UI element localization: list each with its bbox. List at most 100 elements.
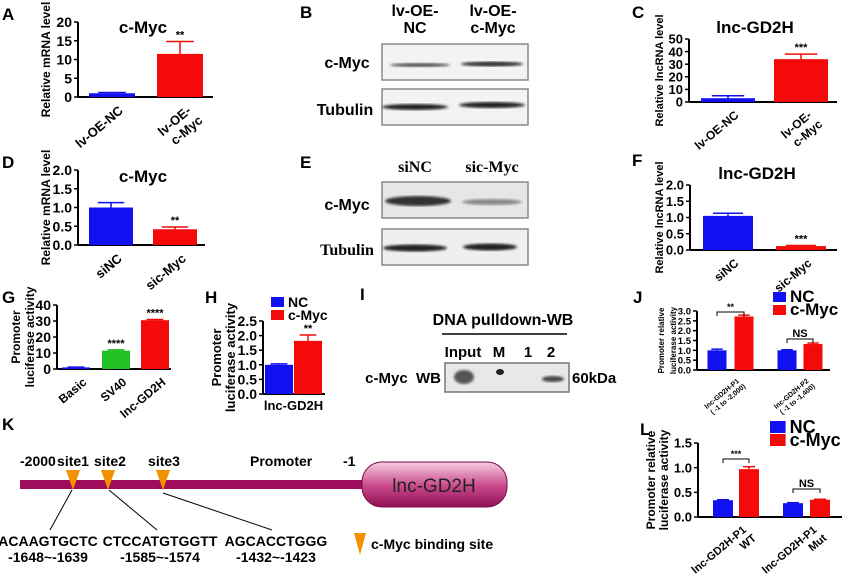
- significance-label: ***: [795, 233, 809, 245]
- y-axis-label: Promoter: [209, 329, 224, 387]
- x-tick-label: lnc-GD2H-P2( -1 to -1,400): [773, 377, 817, 417]
- y-tick-label: 1.0: [666, 210, 684, 225]
- lane-label: siNC: [398, 159, 432, 176]
- site-label: site3: [148, 453, 180, 469]
- blot-band: [454, 370, 474, 384]
- y-tick-label: 50: [669, 32, 683, 47]
- y-tick-label: 0.0: [674, 510, 692, 525]
- significance-label: **: [171, 215, 180, 227]
- y-tick-label: 0.5: [678, 356, 692, 367]
- y-tick-label: 40: [35, 297, 51, 313]
- x-tick-label: sic-Myc: [143, 251, 189, 293]
- blot-band: [390, 63, 450, 67]
- chart-title: lnc-GD2H: [716, 18, 793, 37]
- row-label: c-Myc: [324, 197, 369, 214]
- y-tick-label: 15: [56, 33, 72, 49]
- panel-label-d: D: [2, 153, 14, 172]
- blot-band: [385, 196, 451, 206]
- site-range: -1648~-1639: [8, 549, 88, 565]
- significance-label: ****: [107, 338, 125, 350]
- bar: [703, 215, 753, 250]
- lane-label: 2: [547, 344, 555, 361]
- legend-label: c-Myc binding site: [371, 536, 493, 552]
- bar-chart-a: c-Myc Relative mRNA level 0 5 10 15 20 lv-OE-NC…: [39, 2, 213, 151]
- legend-swatch: [773, 305, 786, 315]
- panel-label-b: B: [300, 3, 312, 22]
- y-axis-label: Promoter relative: [657, 307, 666, 373]
- bar: [153, 229, 197, 245]
- y-tick-label: 0.0: [53, 237, 73, 253]
- y-axis-label: Promoter relative: [644, 430, 658, 529]
- legend-binding-site-icon: [354, 533, 366, 555]
- significance-label: **: [727, 302, 735, 312]
- gene-box: [361, 461, 508, 508]
- panel-label-c: C: [632, 3, 644, 22]
- y-tick-label: 0: [43, 361, 51, 377]
- y-tick-label: 0.5: [53, 218, 73, 234]
- lane-label: 1: [524, 344, 532, 361]
- y-tick-label: 2.5: [238, 313, 258, 329]
- bar: [89, 207, 133, 245]
- y-tick-label: 10: [669, 82, 683, 97]
- y-tick-label: 10: [35, 345, 51, 361]
- lane-label: c-Myc: [470, 20, 515, 37]
- x-tick-label-line: lv-OE-NC: [692, 108, 742, 153]
- y-tick-label: 0.0: [238, 386, 258, 402]
- y-tick-label: 30: [669, 57, 683, 72]
- site-sequence: CTCCATGTGGTT: [103, 533, 218, 549]
- y-axis-label: Relative lncRNA level: [654, 14, 666, 126]
- promoter-label: Promoter: [250, 453, 313, 469]
- row-label: Tubulin: [317, 102, 374, 119]
- significance-label: NS: [792, 328, 807, 340]
- significance-label: ****: [146, 308, 164, 320]
- site-sequence: AGCACCTGGG: [225, 533, 328, 549]
- y-tick-label: 2.0: [238, 328, 258, 344]
- legend-swatch: [271, 310, 284, 320]
- y-tick-label: 1.0: [53, 200, 73, 216]
- chart-title: c-Myc: [119, 18, 167, 37]
- blot-band: [542, 376, 564, 382]
- connector-line: [108, 489, 158, 531]
- x-tick-label: siNC: [711, 256, 741, 285]
- y-tick-label: 20: [669, 69, 683, 84]
- site-label: site1: [57, 453, 89, 469]
- y-tick-label: 2.5: [678, 316, 692, 327]
- binding-site-marker: [156, 470, 170, 490]
- bar: [62, 367, 90, 369]
- y-tick-label: 5: [64, 70, 72, 86]
- legend-label: c-Myc: [288, 307, 328, 323]
- blot-band: [461, 61, 523, 67]
- x-tick-label: siNC: [92, 250, 125, 281]
- connector-line: [162, 492, 273, 531]
- panel-label-g: G: [2, 288, 15, 307]
- y-tick-label: 3.0: [678, 306, 691, 317]
- gene-label: lnc-GD2H: [392, 476, 475, 497]
- row-label: c-Myc: [324, 55, 369, 72]
- significance-bracket: [786, 338, 814, 343]
- significance-label: NS: [799, 478, 814, 490]
- panel-label-k: K: [2, 415, 15, 434]
- bar-chart-j: Promoter relative luciferase activity 0.00…: [657, 287, 838, 417]
- legend-swatch: [271, 297, 284, 307]
- y-axis-label: Promoter: [9, 310, 23, 364]
- bar: [89, 93, 135, 97]
- x-tick-label-line: lv-OE-NC: [72, 102, 126, 151]
- y-axis-label: Relative lncRNA level: [654, 161, 666, 273]
- bar: [803, 344, 823, 370]
- significance-label: ***: [731, 449, 742, 459]
- bar: [102, 350, 130, 369]
- legend-swatch: [770, 421, 786, 433]
- y-tick-label: 0.0: [678, 365, 691, 376]
- bar: [777, 350, 797, 370]
- x-tick-label-line: siNC: [92, 250, 125, 281]
- y-tick-label: 1.5: [53, 181, 73, 197]
- row-label: Tubulin: [320, 242, 374, 259]
- y-axis-label: luciferase activity: [669, 306, 678, 374]
- legend-label: c-Myc: [790, 430, 841, 450]
- lane-label: lv-OE-: [469, 3, 516, 20]
- site-sequence: ACAAGTGCTC: [0, 533, 98, 549]
- x-tick-label-line: Basic: [56, 375, 90, 407]
- x-tick-label-line: siNC: [711, 256, 741, 285]
